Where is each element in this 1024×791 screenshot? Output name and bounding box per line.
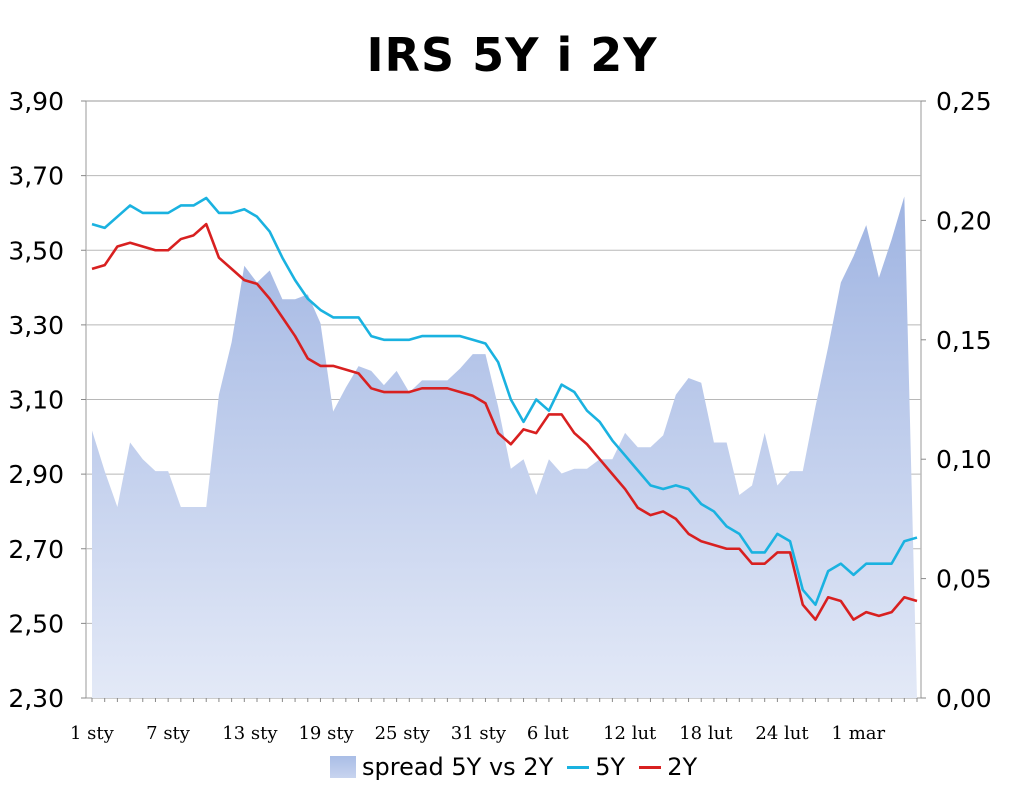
spread-area-layer — [92, 196, 917, 698]
legend-swatch-5y — [567, 765, 590, 769]
y-right-tick-label: 0,20 — [936, 206, 992, 235]
y-right-tick-label: 0,00 — [936, 684, 992, 713]
legend-swatch-2y — [639, 765, 662, 769]
legend-swatch-spread — [330, 756, 356, 778]
x-tick-label: 24 lut — [755, 723, 809, 744]
x-tick-label: 12 lut — [603, 723, 657, 744]
legend-item-5y: 5Y — [567, 753, 625, 781]
y-left-tick-label: 3,70 — [8, 162, 64, 191]
x-tick-label: 6 lut — [527, 723, 570, 744]
y-axis-right: 0,00 0,05 0,10 0,15 0,20 0,25 — [921, 87, 992, 713]
x-tick-label: 31 sty — [451, 723, 507, 744]
legend-item-spread: spread 5Y vs 2Y — [330, 753, 553, 781]
legend-label-2y: 2Y — [667, 753, 698, 781]
x-tick-label: 18 lut — [679, 723, 733, 744]
x-tick-label: 7 sty — [146, 723, 191, 744]
x-axis: 1 sty 7 sty 13 sty 19 sty 25 sty 31 sty 6 lut 1… — [70, 698, 918, 744]
legend-label-spread: spread 5Y vs 2Y — [362, 753, 554, 781]
x-tick-label: 1 sty — [70, 723, 115, 744]
chart-title: IRS 5Y i 2Y — [366, 28, 658, 82]
y-left-tick-label: 3,50 — [8, 236, 64, 265]
legend-label-5y: 5Y — [595, 753, 626, 781]
x-tick-label: 13 sty — [222, 723, 278, 744]
y-left-tick-label: 3,90 — [8, 87, 64, 116]
y-right-tick-label: 0,25 — [936, 87, 992, 116]
line-layer — [91, 196, 918, 621]
y-left-tick-label: 3,30 — [8, 311, 64, 340]
y-axis-left: 2,30 2,50 2,70 2,90 3,10 3,30 3,50 3,70 3,90 — [8, 87, 86, 713]
series-spread-area — [92, 196, 917, 698]
y-left-tick-label: 2,90 — [8, 460, 64, 489]
x-tick-label: 25 sty — [375, 723, 431, 744]
y-left-tick-label: 2,70 — [8, 535, 64, 564]
y-right-tick-label: 0,05 — [936, 565, 992, 594]
legend-item-2y: 2Y — [639, 753, 697, 781]
x-tick-label: 19 sty — [298, 723, 354, 744]
y-left-tick-label: 2,30 — [8, 684, 64, 713]
y-left-tick-label: 2,50 — [8, 609, 64, 638]
series-5y-line — [91, 196, 918, 607]
y-right-tick-label: 0,15 — [936, 326, 992, 355]
legend: spread 5Y vs 2Y 5Y 2Y — [330, 747, 711, 787]
series-2y-line — [91, 222, 918, 621]
x-tick-label: 1 mar — [832, 723, 886, 744]
y-left-tick-label: 3,10 — [8, 386, 64, 415]
y-right-tick-label: 0,10 — [936, 445, 992, 474]
